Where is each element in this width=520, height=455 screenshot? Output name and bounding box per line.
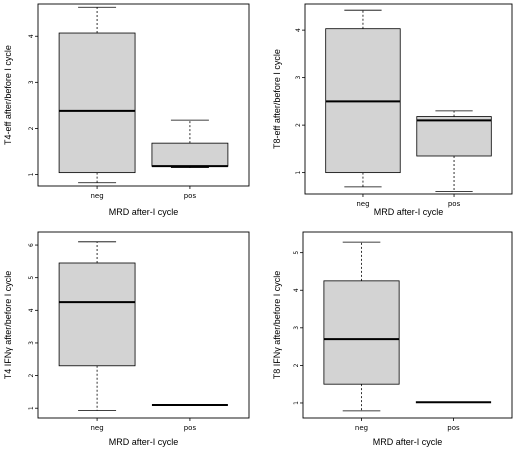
y-tick-label: 1 — [293, 401, 300, 405]
boxplot-panel-1: 1 2 3 4 neg pos T4-eff after/before I cycle MRD… — [3, 3, 250, 217]
y-tick-label: 2 — [293, 363, 300, 367]
y-axis-title: T8 IFNγ after/before I cycle — [272, 271, 282, 380]
x-axis-title: MRD after-I cycle — [109, 437, 179, 447]
y-tick-label: 1 — [28, 172, 35, 176]
y-tick-label: 3 — [295, 76, 302, 80]
x-tick-label: neg — [90, 192, 103, 200]
box-pos — [151, 142, 229, 167]
x-tick-label: pos — [184, 424, 197, 432]
plot-frame — [304, 3, 513, 195]
y-tick-label: 4 — [293, 288, 300, 292]
y-tick-label: 2 — [28, 373, 35, 377]
boxplot-panel-2: 1 2 3 4 neg pos T8-eff after/before I cycle MRD… — [272, 3, 513, 217]
box-neg — [58, 32, 136, 174]
plot-frame — [302, 231, 513, 419]
box-neg — [58, 262, 136, 367]
x-axis-title: MRD after-I cycle — [374, 207, 444, 217]
y-tick-label: 5 — [28, 276, 35, 280]
x-axis-title: MRD after-I cycle — [373, 437, 443, 447]
y-tick-label: 5 — [293, 251, 300, 255]
plot-frame — [37, 231, 250, 419]
y-axis-title: T4-eff after/before I cycle — [3, 45, 13, 145]
x-tick-label: neg — [355, 424, 368, 432]
y-tick-label: 2 — [28, 126, 35, 130]
y-axis-title: T8-eff after/before I cycle — [272, 49, 282, 149]
x-tick-label: neg — [356, 200, 369, 208]
y-tick-label: 4 — [28, 34, 35, 38]
x-tick-label: pos — [184, 192, 197, 200]
y-tick-label: 3 — [28, 341, 35, 345]
y-axis-title: T4 IFNγ after/before I cycle — [3, 271, 13, 380]
boxplot-panel-4: 1 2 3 4 5 neg pos T8 IFNγ after/before I cycle M… — [272, 231, 513, 447]
y-tick-label: 6 — [28, 243, 35, 247]
y-tick-label: 1 — [28, 406, 35, 410]
boxplot-panel-3: 1 2 3 4 5 6 neg pos T4 IFNγ after/before I cycle… — [3, 231, 250, 447]
x-tick-label: neg — [90, 424, 103, 432]
box-pos — [416, 116, 492, 157]
x-axis-title: MRD after-I cycle — [109, 207, 179, 217]
y-tick-label: 2 — [295, 123, 302, 127]
plot-frame — [37, 3, 250, 187]
y-tick-label: 3 — [28, 80, 35, 84]
x-tick-label: pos — [447, 424, 460, 432]
box-neg — [323, 280, 400, 385]
y-tick-label: 4 — [295, 28, 302, 32]
y-tick-label: 4 — [28, 308, 35, 312]
x-tick-label: pos — [448, 200, 461, 208]
y-tick-label: 1 — [295, 171, 302, 175]
y-tick-label: 3 — [293, 326, 300, 330]
